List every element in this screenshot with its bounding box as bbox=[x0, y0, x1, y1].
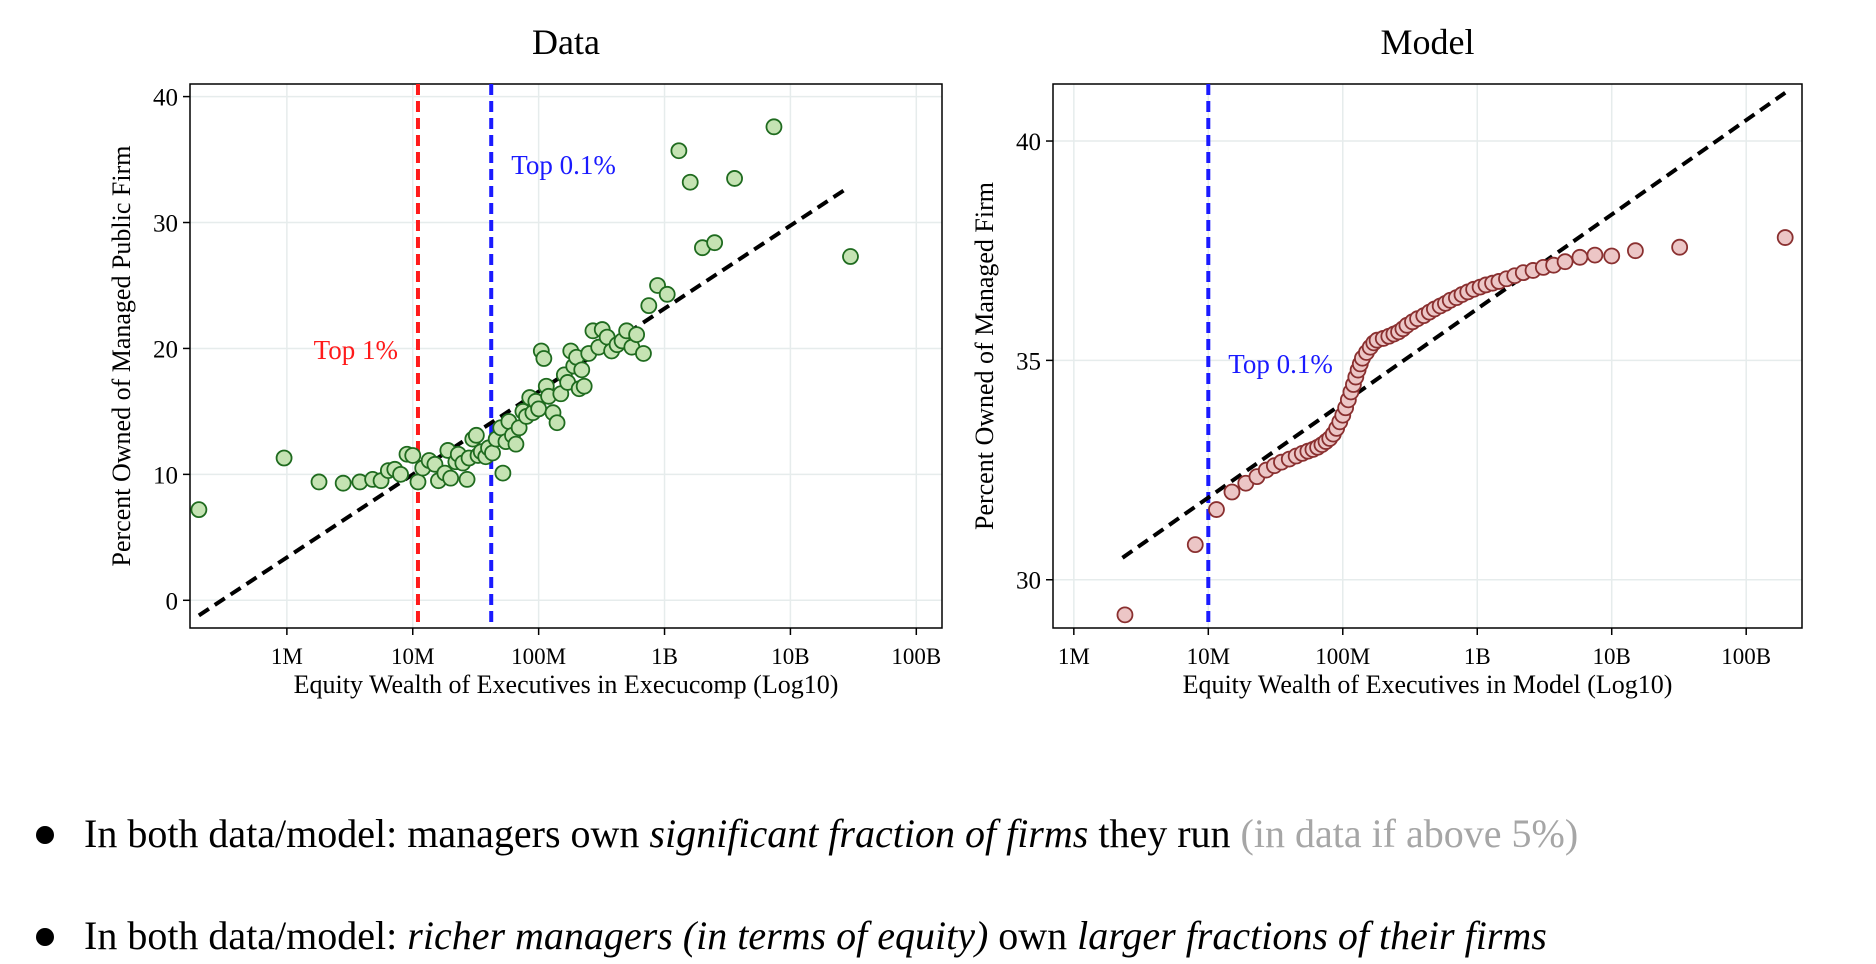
chart-2-y-tick-label: 35 bbox=[1016, 348, 1041, 375]
chart-2-data-point bbox=[1627, 242, 1644, 260]
chart-2-x-tick-label: 10B bbox=[1593, 644, 1631, 669]
chart-1-data-point bbox=[392, 465, 409, 483]
bullet-item-1: In both data/model: managers own signifi… bbox=[36, 810, 1578, 857]
chart-2-reference-label-1: Top 0.1% bbox=[1228, 349, 1333, 379]
chart-1-reference-label-2: Top 0.1% bbox=[511, 150, 616, 180]
chart-1-data-point bbox=[635, 345, 652, 362]
chart-2-data-point bbox=[1208, 501, 1225, 518]
chart-2-y-tick-label: 40 bbox=[1016, 129, 1041, 156]
chart-2-x-tick-label: 1B bbox=[1464, 644, 1491, 669]
chart-1-x-axis-label: Equity Wealth of Executives in Execucomp… bbox=[294, 670, 839, 699]
chart-2-y-tick-label: 30 bbox=[1016, 568, 1041, 595]
chart-1-plot-frame bbox=[189, 83, 943, 629]
chart-2-data-point bbox=[1186, 536, 1204, 554]
chart-1-data-point bbox=[535, 350, 553, 367]
bullet-dot-icon bbox=[36, 927, 54, 946]
chart-2-x-tick-label: 100M bbox=[1315, 644, 1370, 669]
chart-1-data-point bbox=[530, 400, 548, 418]
chart-1-data-point bbox=[275, 449, 293, 467]
chart-2-x-tick-label: 100B bbox=[1721, 644, 1771, 669]
chart-2-data-point bbox=[1571, 248, 1589, 266]
chart-1-y-tick-label: 10 bbox=[153, 462, 178, 489]
chart-2-x-axis-label: Equity Wealth of Executives in Model (Lo… bbox=[1183, 670, 1673, 699]
chart-1-data-point bbox=[404, 447, 422, 464]
chart-2-data-point bbox=[1586, 246, 1604, 264]
chart-1-data-point bbox=[484, 444, 501, 462]
chart-2-fit-line bbox=[1121, 91, 1787, 560]
chart-1-data-point bbox=[670, 142, 688, 160]
chart-1-x-tick-label: 100B bbox=[891, 644, 941, 669]
chart-1-title: Data bbox=[532, 22, 600, 62]
chart-2-x-tick-label: 10M bbox=[1187, 644, 1230, 669]
chart-1-x-tick-label: 10M bbox=[391, 644, 434, 669]
chart-2-plot-frame bbox=[1052, 83, 1803, 629]
chart-2-y-axis-label: Percent Owned of Managed Firm bbox=[970, 182, 999, 530]
chart-1-data-point bbox=[409, 473, 427, 491]
bullet-dot-icon bbox=[36, 825, 54, 844]
chart-1-data-point bbox=[628, 326, 646, 343]
chart-1-x-tick-label: 10B bbox=[771, 644, 809, 669]
bullet-item-2: In both data/model: richer managers (in … bbox=[36, 912, 1547, 959]
chart-1-data-point bbox=[573, 361, 591, 379]
chart-1-data-point bbox=[575, 377, 593, 395]
chart-1-data-point bbox=[334, 474, 352, 492]
chart-1-data-point bbox=[640, 297, 658, 315]
chart-1-data-point bbox=[442, 469, 460, 487]
chart-1-data-point bbox=[494, 464, 512, 482]
charts-figure: 1M 10M 100M 1B 10B 100B 0 10 20 30 40 Data Equity We… bbox=[107, 22, 1803, 699]
chart-1-data-point bbox=[842, 248, 859, 265]
chart-1-data-point bbox=[658, 285, 676, 303]
chart-1-x-tick-label: 1B bbox=[651, 644, 678, 669]
chart-2-title: Model bbox=[1381, 22, 1475, 62]
chart-1-y-tick-label: 0 bbox=[166, 588, 179, 615]
chart-2-data-point bbox=[1671, 238, 1689, 256]
chart-2-data-point bbox=[1223, 483, 1241, 501]
chart-1-data-point bbox=[548, 414, 566, 432]
chart-1-y-tick-label: 20 bbox=[153, 336, 178, 363]
chart-2-data-point bbox=[1603, 247, 1621, 265]
chart-1-y-axis-label: Percent Owned of Managed Public Firm bbox=[107, 146, 136, 567]
chart-1-data-point bbox=[726, 170, 743, 187]
chart-1-x-tick-label: 1M bbox=[271, 644, 303, 669]
chart-1-data-point bbox=[681, 173, 699, 191]
chart-2-data-point bbox=[1556, 253, 1574, 271]
chart-1-data-point bbox=[765, 118, 783, 136]
chart-1-data-point bbox=[190, 501, 208, 519]
chart-1-y-tick-label: 30 bbox=[153, 211, 178, 238]
chart-1-reference-label-1: Top 1% bbox=[314, 335, 398, 365]
chart-1-data-point bbox=[507, 435, 525, 453]
chart-1-data-point bbox=[310, 473, 328, 491]
chart-2-data-point bbox=[1116, 606, 1134, 624]
chart-1-data-point bbox=[706, 234, 724, 252]
chart-1-data-point bbox=[467, 426, 485, 444]
chart-1-data-point bbox=[458, 471, 476, 488]
chart-2-x-tick-label: 1M bbox=[1058, 644, 1090, 669]
chart-1-y-tick-label: 40 bbox=[153, 85, 178, 112]
chart-2-data-point bbox=[1776, 229, 1794, 246]
chart-1-x-tick-label: 100M bbox=[511, 644, 566, 669]
